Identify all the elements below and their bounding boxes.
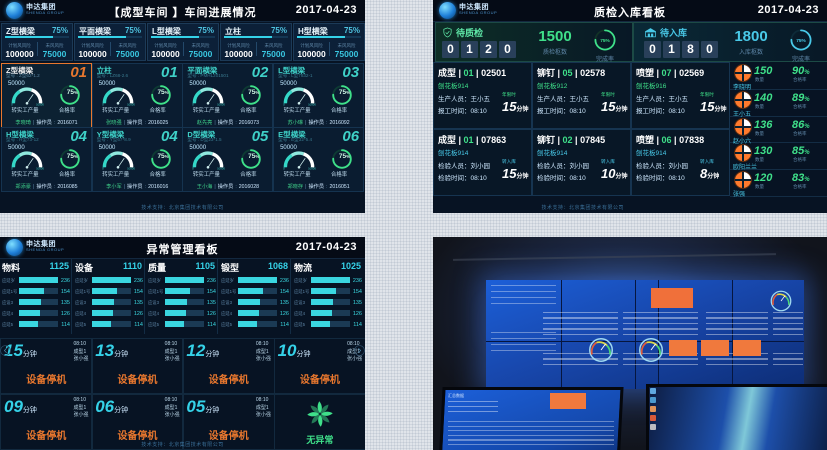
svg-text:75%: 75% bbox=[796, 38, 806, 44]
svg-text:75%: 75% bbox=[600, 38, 610, 44]
